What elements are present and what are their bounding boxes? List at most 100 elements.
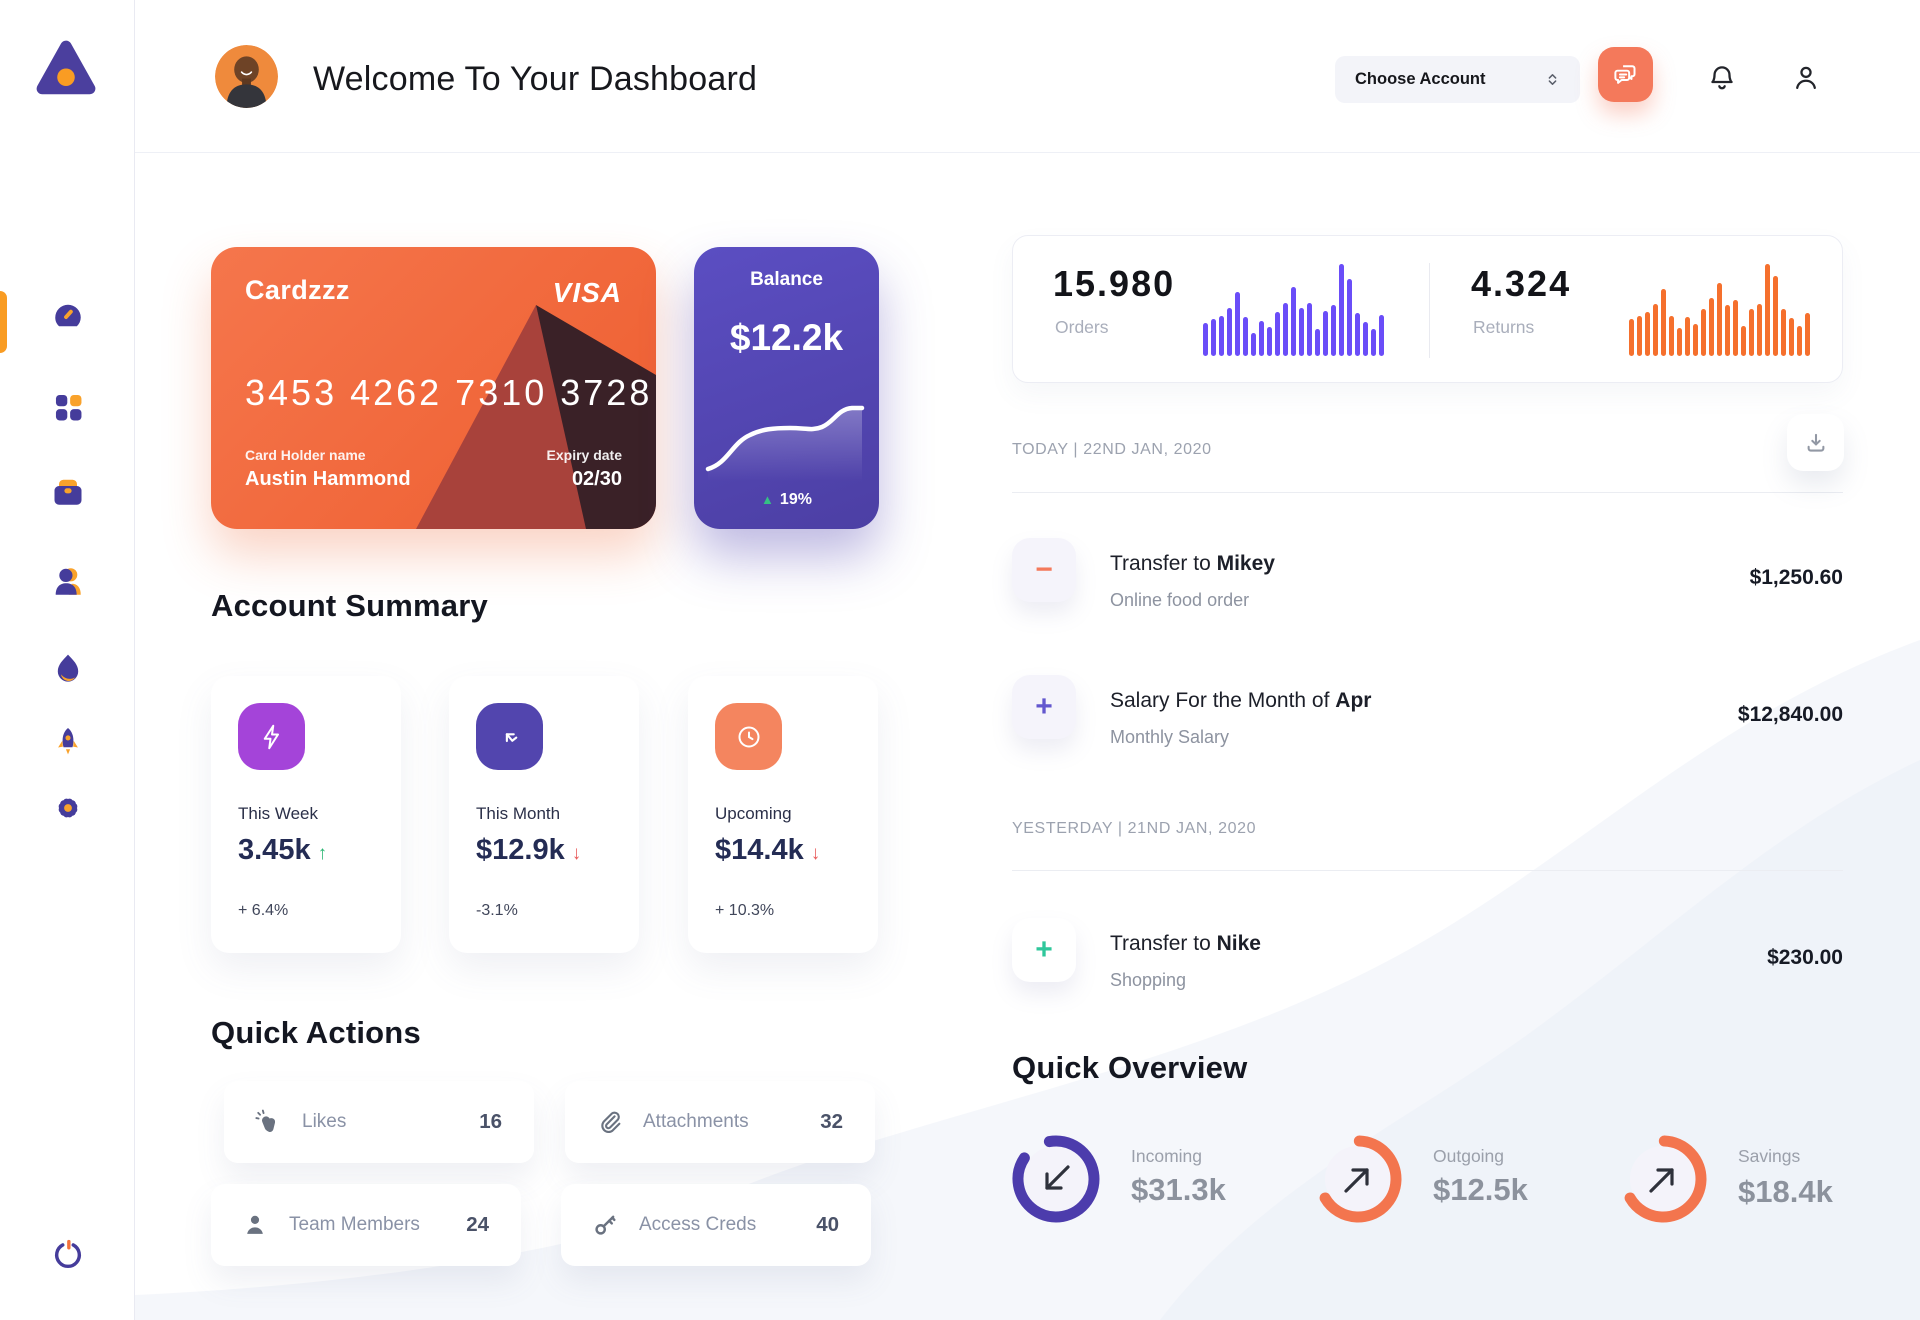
returns-bar-chart: [1629, 264, 1810, 356]
paperclip-icon: [601, 1111, 621, 1133]
summary-label: Upcoming: [715, 804, 792, 823]
avatar-image: [215, 45, 278, 108]
sidebar: [0, 0, 135, 1320]
active-nav-indicator: [0, 291, 7, 353]
summary-value: 3.45k ↑: [238, 834, 328, 866]
page-title: Welcome To Your Dashboard: [313, 60, 758, 98]
clock-icon: [715, 703, 782, 770]
grid-icon: [55, 394, 82, 421]
transaction-subtitle: Online food order: [1110, 590, 1250, 610]
summary-delta: + 6.4%: [238, 902, 289, 919]
sidebar-item-work[interactable]: [46, 470, 90, 514]
card-expiry-label: Expiry date: [546, 447, 622, 463]
sidebar-item-team[interactable]: [46, 560, 90, 604]
account-selector[interactable]: Choose Account: [1335, 56, 1580, 103]
incoming-ring-chart: [1010, 1133, 1102, 1225]
quick-action-team-members[interactable]: Team Members 24: [211, 1184, 521, 1266]
download-icon: [1807, 433, 1824, 452]
summary-label: This Week: [238, 804, 318, 823]
profile-button[interactable]: [1790, 62, 1822, 94]
download-button[interactable]: [1787, 414, 1844, 471]
quick-action-count: 32: [820, 1110, 843, 1133]
transaction-title[interactable]: Salary For the Month of Apr: [1110, 689, 1372, 712]
quick-action-access-creds[interactable]: Access Creds 40: [561, 1184, 871, 1266]
notifications-button[interactable]: [1706, 62, 1738, 94]
clap-icon: [255, 1109, 276, 1132]
summary-card-upcoming[interactable]: Upcoming $14.4k ↓ + 10.3%: [688, 676, 878, 953]
bell-icon: [1711, 66, 1733, 90]
gear-icon: [58, 798, 78, 818]
user-outline-icon: [1796, 66, 1816, 89]
card-holder-label: Card Holder name: [245, 447, 366, 463]
transaction-amount: $1,250.60: [1749, 566, 1843, 589]
sidebar-item-trending[interactable]: [46, 647, 90, 691]
ring-value: $31.3k: [1131, 1172, 1226, 1207]
balance-change: ▲ 19%: [694, 491, 879, 509]
ring-label: Incoming: [1131, 1146, 1203, 1166]
balance-card[interactable]: Balance $12.2k ▲ 19%: [694, 247, 879, 529]
summary-value: $14.4k ↓: [715, 834, 821, 866]
quick-action-attachments[interactable]: Attachments 32: [565, 1081, 875, 1163]
transaction-title[interactable]: Transfer to Mikey: [1110, 552, 1275, 575]
card-expiry-block: Expiry date 02/30: [547, 447, 622, 491]
balance-sparkline: [705, 405, 865, 481]
quick-action-count: 40: [816, 1213, 839, 1236]
date-label-today: TODAY | 22ND JAN, 2020: [1012, 441, 1212, 458]
quick-action-count: 24: [466, 1213, 489, 1236]
ring-label: Outgoing: [1433, 1146, 1505, 1166]
card-expiry-date: 02/30: [571, 468, 622, 490]
chevron-updown-icon: [1548, 74, 1557, 85]
card-name: Cardzzz: [245, 275, 350, 305]
ring-value: $18.4k: [1738, 1174, 1833, 1209]
ring-value: $12.5k: [1433, 1172, 1528, 1207]
arrow-up-icon: ▲: [761, 492, 774, 507]
transaction-sign-plus: +: [1012, 675, 1076, 739]
sidebar-item-launch[interactable]: [46, 721, 90, 765]
divider: [1012, 870, 1843, 871]
lightning-icon: [238, 703, 305, 770]
app-logo[interactable]: [33, 36, 99, 102]
summary-delta: -3.1%: [476, 902, 518, 919]
quick-action-likes[interactable]: Likes 16: [224, 1081, 534, 1163]
speedometer-icon: [55, 304, 81, 327]
quick-action-label: Access Creds: [639, 1214, 757, 1235]
arrow-up-left-icon: [476, 703, 543, 770]
transaction-subtitle: Monthly Salary: [1110, 727, 1230, 747]
quick-action-label: Likes: [302, 1111, 347, 1132]
card-decoration: [416, 305, 656, 529]
outgoing-ring-chart: [1312, 1133, 1404, 1225]
balance-change-value: 19%: [779, 491, 812, 508]
user-icon: [55, 568, 81, 595]
savings-ring-chart: [1617, 1133, 1709, 1225]
trend-arrow-icon: ↑: [317, 843, 328, 864]
transaction-title[interactable]: Transfer to Nike: [1110, 932, 1261, 955]
avatar[interactable]: [215, 45, 278, 108]
returns-label: Returns: [1473, 317, 1535, 337]
date-label-yesterday: YESTERDAY | 21ND JAN, 2020: [1012, 820, 1257, 837]
orders-value: 15.980: [1053, 263, 1176, 304]
logo-triangle-icon: [36, 40, 96, 95]
transaction-sign-plus: +: [1012, 918, 1076, 982]
balance-value: $12.2k: [729, 317, 844, 358]
credit-card[interactable]: Cardzzz VISA 3453 4262 7310 3728 Card Ho…: [211, 247, 656, 529]
transaction-sign-minus: −: [1012, 538, 1076, 602]
trend-arrow-icon: ↓: [571, 843, 582, 864]
rocket-icon: [58, 728, 78, 755]
summary-value: $12.9k ↓: [476, 834, 582, 866]
transaction-amount: $230.00: [1767, 946, 1843, 969]
quick-actions-title: Quick Actions: [211, 1015, 421, 1050]
quick-action-count: 16: [479, 1110, 502, 1133]
header: Welcome To Your Dashboard Choose Account: [135, 0, 1920, 153]
sidebar-item-dashboard[interactable]: [46, 294, 90, 338]
sidebar-item-apps[interactable]: [46, 385, 90, 429]
logout-button[interactable]: [46, 1232, 90, 1276]
account-summary-title: Account Summary: [211, 588, 488, 623]
summary-card-this-month[interactable]: This Month $12.9k ↓ -3.1%: [449, 676, 639, 953]
visa-logo: VISA: [552, 277, 622, 308]
card-number: 3453 4262 7310 3728: [245, 372, 653, 413]
sidebar-item-settings[interactable]: [46, 786, 90, 830]
account-selector-label: Choose Account: [1355, 70, 1486, 88]
messages-button[interactable]: [1598, 47, 1653, 102]
summary-card-this-week[interactable]: This Week 3.45k ↑ + 6.4%: [211, 676, 401, 953]
key-icon: [595, 1215, 616, 1235]
